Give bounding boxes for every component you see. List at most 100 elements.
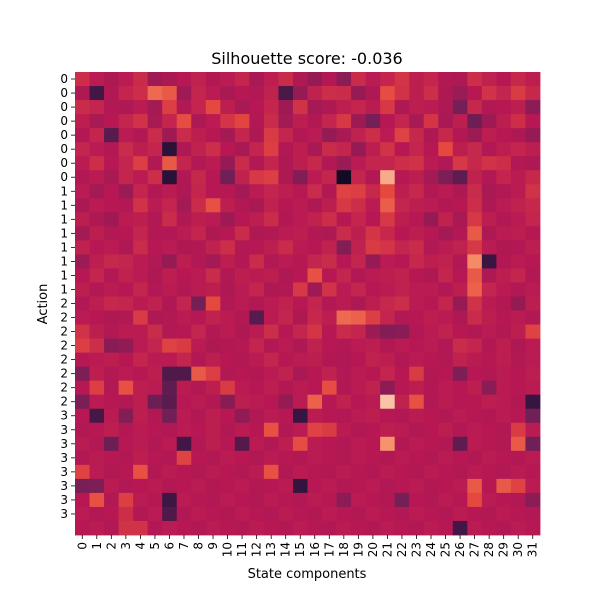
heatmap-cell xyxy=(263,436,279,452)
heatmap-cell xyxy=(525,422,541,438)
heatmap-cell xyxy=(205,86,221,101)
heatmap-cell xyxy=(292,254,308,269)
heatmap-cell xyxy=(162,72,178,87)
heatmap-cell xyxy=(423,268,439,283)
heatmap-cell xyxy=(162,268,178,283)
heatmap-cell xyxy=(351,478,367,494)
heatmap-cell xyxy=(104,506,119,522)
heatmap-cell xyxy=(75,114,90,129)
heatmap-cell xyxy=(205,100,221,115)
heatmap-cell xyxy=(176,366,192,382)
heatmap-cell xyxy=(409,310,425,325)
heatmap-cell xyxy=(510,394,526,410)
heatmap-cell xyxy=(75,478,90,494)
heatmap-cell xyxy=(380,506,396,522)
heatmap-cell xyxy=(496,450,512,466)
heatmap-cell xyxy=(147,268,163,283)
heatmap-cell xyxy=(162,128,178,143)
heatmap-cell xyxy=(322,394,337,410)
heatmap-cell xyxy=(423,366,439,382)
heatmap-cell xyxy=(278,408,294,424)
heatmap-cell xyxy=(292,226,308,241)
heatmap-cell xyxy=(176,198,192,213)
heatmap-cell xyxy=(452,450,468,466)
heatmap-cell xyxy=(394,282,410,297)
heatmap-cell xyxy=(263,198,279,213)
heatmap-cell xyxy=(162,464,178,480)
heatmap-cell xyxy=(481,254,497,269)
heatmap-cell xyxy=(452,254,468,269)
x-tick-label: 31 xyxy=(526,542,540,557)
heatmap-cell xyxy=(104,282,119,297)
heatmap-cell xyxy=(365,100,381,115)
heatmap-cell xyxy=(220,72,236,87)
heatmap-cell xyxy=(205,450,221,466)
heatmap-cell xyxy=(220,240,236,255)
heatmap-cell xyxy=(104,72,119,87)
heatmap-cell xyxy=(263,142,279,157)
heatmap-cell xyxy=(176,72,192,87)
heatmap-cell xyxy=(75,464,90,480)
heatmap-cell xyxy=(481,296,497,311)
heatmap-cell xyxy=(234,240,250,255)
heatmap-cell xyxy=(394,170,410,185)
heatmap-cell xyxy=(162,86,178,101)
heatmap-cell xyxy=(162,156,178,171)
heatmap-cell xyxy=(263,520,279,536)
heatmap-cell xyxy=(292,170,308,185)
heatmap-cell xyxy=(133,450,149,466)
heatmap-cell xyxy=(380,408,396,424)
heatmap-cell xyxy=(525,310,541,325)
heatmap-cell xyxy=(220,366,236,382)
heatmap-cell xyxy=(525,128,541,143)
heatmap-cell xyxy=(263,296,279,311)
heatmap-cell xyxy=(322,338,337,354)
heatmap-cell xyxy=(249,380,265,396)
heatmap-cell xyxy=(118,422,134,438)
heatmap-cell xyxy=(380,184,396,199)
heatmap-cell xyxy=(380,156,396,171)
heatmap-cell xyxy=(205,520,221,536)
heatmap-cell xyxy=(423,352,439,368)
x-tick-label: 23 xyxy=(409,542,423,557)
heatmap-cell xyxy=(510,380,526,396)
heatmap-cell xyxy=(104,324,119,339)
heatmap-cell xyxy=(176,114,192,129)
heatmap-cell xyxy=(234,520,250,536)
heatmap-cell xyxy=(234,436,250,452)
heatmap-cell xyxy=(191,282,207,297)
heatmap-cell xyxy=(292,492,308,508)
heatmap-cell xyxy=(365,506,381,522)
heatmap-cell xyxy=(322,464,337,480)
heatmap-cell xyxy=(365,212,381,227)
x-tick-label: 7 xyxy=(177,542,191,550)
heatmap-cell xyxy=(278,142,294,157)
heatmap-cell xyxy=(118,240,134,255)
heatmap-cell xyxy=(307,380,323,396)
x-tick-label: 12 xyxy=(250,542,264,557)
heatmap-cell xyxy=(380,296,396,311)
heatmap-cell xyxy=(75,310,90,325)
heatmap-cell xyxy=(481,156,497,171)
heatmap-cell xyxy=(467,170,483,185)
x-tick-label: 24 xyxy=(424,542,438,557)
y-tick-label: 0 xyxy=(60,142,68,156)
heatmap-cell xyxy=(438,100,454,115)
heatmap-cell xyxy=(89,366,105,382)
heatmap-cell xyxy=(394,408,410,424)
heatmap-cell xyxy=(481,338,497,354)
heatmap-cell xyxy=(481,212,497,227)
heatmap-cell xyxy=(104,380,119,396)
y-tick-label: 3 xyxy=(60,423,68,437)
heatmap-cell xyxy=(278,394,294,410)
heatmap-cell xyxy=(234,184,250,199)
heatmap-cell xyxy=(452,408,468,424)
heatmap-cell xyxy=(191,268,207,283)
heatmap-cell xyxy=(205,478,221,494)
heatmap-cell xyxy=(336,380,352,396)
heatmap-cell xyxy=(452,72,468,87)
heatmap-cell xyxy=(147,408,163,424)
heatmap-cell xyxy=(292,240,308,255)
heatmap-cell xyxy=(351,310,367,325)
heatmap-cell xyxy=(496,114,512,129)
